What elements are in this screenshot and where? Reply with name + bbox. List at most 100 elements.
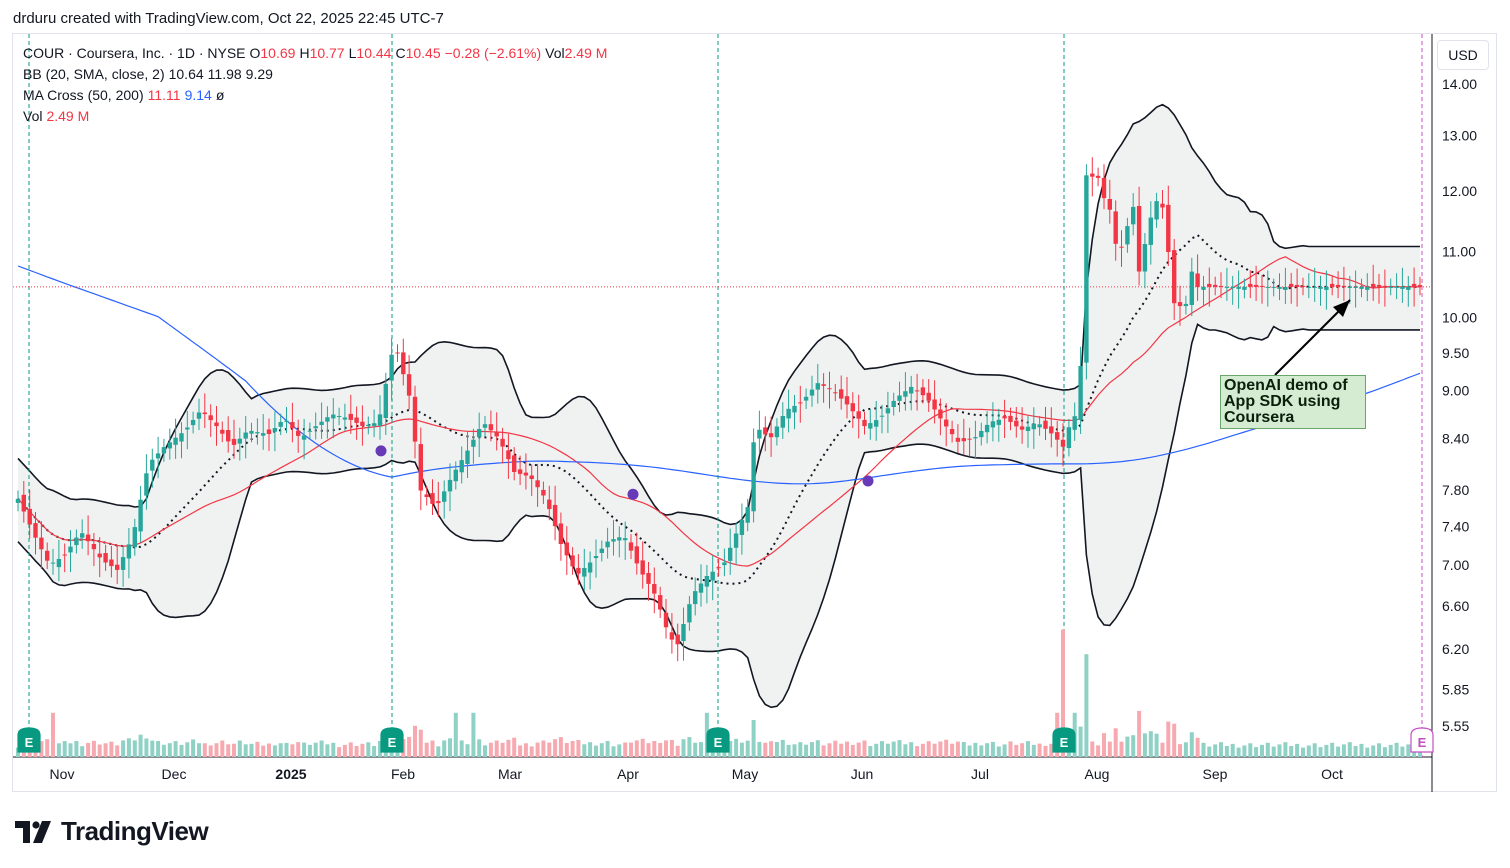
candle-body xyxy=(547,499,552,510)
candle-body xyxy=(1283,286,1288,290)
y-tick-label: 12.00 xyxy=(1442,183,1477,199)
volume-bar xyxy=(751,720,756,757)
volume-bar xyxy=(360,743,365,757)
candle-body xyxy=(1253,284,1259,287)
legend-symbol[interactable]: COUR · Coursera, Inc. · 1D · NYSE xyxy=(23,45,246,61)
volume-bar xyxy=(728,740,733,757)
candle-body xyxy=(74,537,79,546)
candle-body xyxy=(1078,366,1083,420)
y-tick-label: 14.00 xyxy=(1442,76,1477,92)
candle-body xyxy=(1341,285,1347,287)
candle-body xyxy=(471,439,476,447)
currency-button[interactable]: USD xyxy=(1437,40,1489,70)
candle-body xyxy=(465,450,470,464)
candle-body xyxy=(803,396,809,401)
candle-body xyxy=(745,507,750,523)
volume-bar xyxy=(1394,742,1399,757)
volume-bar xyxy=(1195,737,1200,757)
volume-bar xyxy=(1248,743,1253,757)
volume-bar xyxy=(576,740,581,757)
volume-bar xyxy=(856,742,861,757)
volume-bar xyxy=(191,739,196,757)
volume-bar xyxy=(798,742,803,757)
candle-body xyxy=(1043,420,1048,429)
volume-bar xyxy=(734,738,739,757)
candle-body xyxy=(249,430,254,434)
volume-bar xyxy=(477,739,482,757)
volume-bar xyxy=(996,746,1001,757)
volume-bar xyxy=(325,744,330,757)
volume-bar xyxy=(757,741,762,757)
volume-bar xyxy=(699,742,703,757)
volume-bar xyxy=(278,743,283,757)
candle-body xyxy=(1183,303,1189,307)
candle-body xyxy=(15,498,21,503)
y-tick-label: 6.20 xyxy=(1442,641,1469,657)
candle-body xyxy=(757,429,762,439)
candle-body xyxy=(599,548,604,553)
legend-open: 10.69 xyxy=(260,45,296,61)
volume-bar xyxy=(1353,746,1358,757)
candle-body xyxy=(751,442,756,512)
candle-body xyxy=(1201,286,1206,290)
volume-bar xyxy=(950,743,955,757)
volume-bar xyxy=(1201,742,1206,757)
volume-bar xyxy=(1400,746,1405,757)
candle-body xyxy=(39,537,44,550)
earnings-marker-label: E xyxy=(25,735,34,750)
volume-bar xyxy=(413,725,417,757)
candle-body xyxy=(996,419,1001,425)
volume-bar xyxy=(1277,744,1282,757)
annotation-arrowhead xyxy=(1333,300,1350,317)
volume-bar xyxy=(1096,745,1101,757)
candle-body xyxy=(80,533,85,538)
candle-body xyxy=(307,430,313,432)
volume-bar xyxy=(337,747,342,757)
volume-bar xyxy=(903,744,908,757)
volume-bar xyxy=(1008,741,1013,757)
candle-body xyxy=(488,424,494,431)
candle-body xyxy=(780,416,785,428)
volume-bar xyxy=(313,742,318,757)
volume-bar xyxy=(990,741,995,757)
volume-bar xyxy=(366,742,371,757)
volume-bar xyxy=(1119,741,1124,757)
earnings-marker-label: E xyxy=(714,735,723,750)
volume-bar xyxy=(1306,745,1311,757)
candle-body xyxy=(1166,204,1171,252)
candle-body xyxy=(1084,175,1089,363)
candle-body xyxy=(1113,211,1118,244)
volume-bar xyxy=(1242,745,1247,757)
candle-body xyxy=(687,604,692,623)
volume-bar xyxy=(634,740,639,757)
volume-bar xyxy=(629,742,633,757)
annotation-arrow xyxy=(1274,299,1351,376)
candle-body xyxy=(552,504,558,527)
candle-body xyxy=(1400,286,1405,289)
candle-body xyxy=(833,392,838,394)
volume-bar xyxy=(56,743,61,757)
volume-bar xyxy=(512,737,517,757)
bb-legend[interactable]: BB (20, SMA, close, 2) 10.64 11.98 9.29 xyxy=(23,66,277,82)
y-tick-label: 7.40 xyxy=(1442,518,1469,534)
volume-legend[interactable]: Vol 2.49 M xyxy=(23,108,93,124)
volume-bar xyxy=(453,712,458,757)
x-tick-label: Aug xyxy=(1085,766,1110,782)
candle-body xyxy=(208,415,213,421)
volume-bar xyxy=(845,741,849,757)
bollinger-band-fill xyxy=(18,104,1420,708)
candle-body xyxy=(1049,426,1054,434)
candle-body xyxy=(383,383,388,418)
x-tick-label: May xyxy=(732,766,758,782)
volume-bar xyxy=(342,744,347,757)
volume-bar xyxy=(1142,733,1147,757)
ma-cross-legend[interactable]: MA Cross (50, 200) 11.11 9.14 ø xyxy=(23,87,228,103)
volume-bar xyxy=(179,744,184,757)
volume-bar xyxy=(202,743,207,757)
annotation-callout[interactable]: OpenAI demo of App SDK using Coursera xyxy=(1220,375,1366,429)
volume-bar xyxy=(418,729,423,757)
volume-bar xyxy=(1371,745,1376,757)
candle-body xyxy=(1277,286,1282,289)
candle-body xyxy=(506,450,511,460)
